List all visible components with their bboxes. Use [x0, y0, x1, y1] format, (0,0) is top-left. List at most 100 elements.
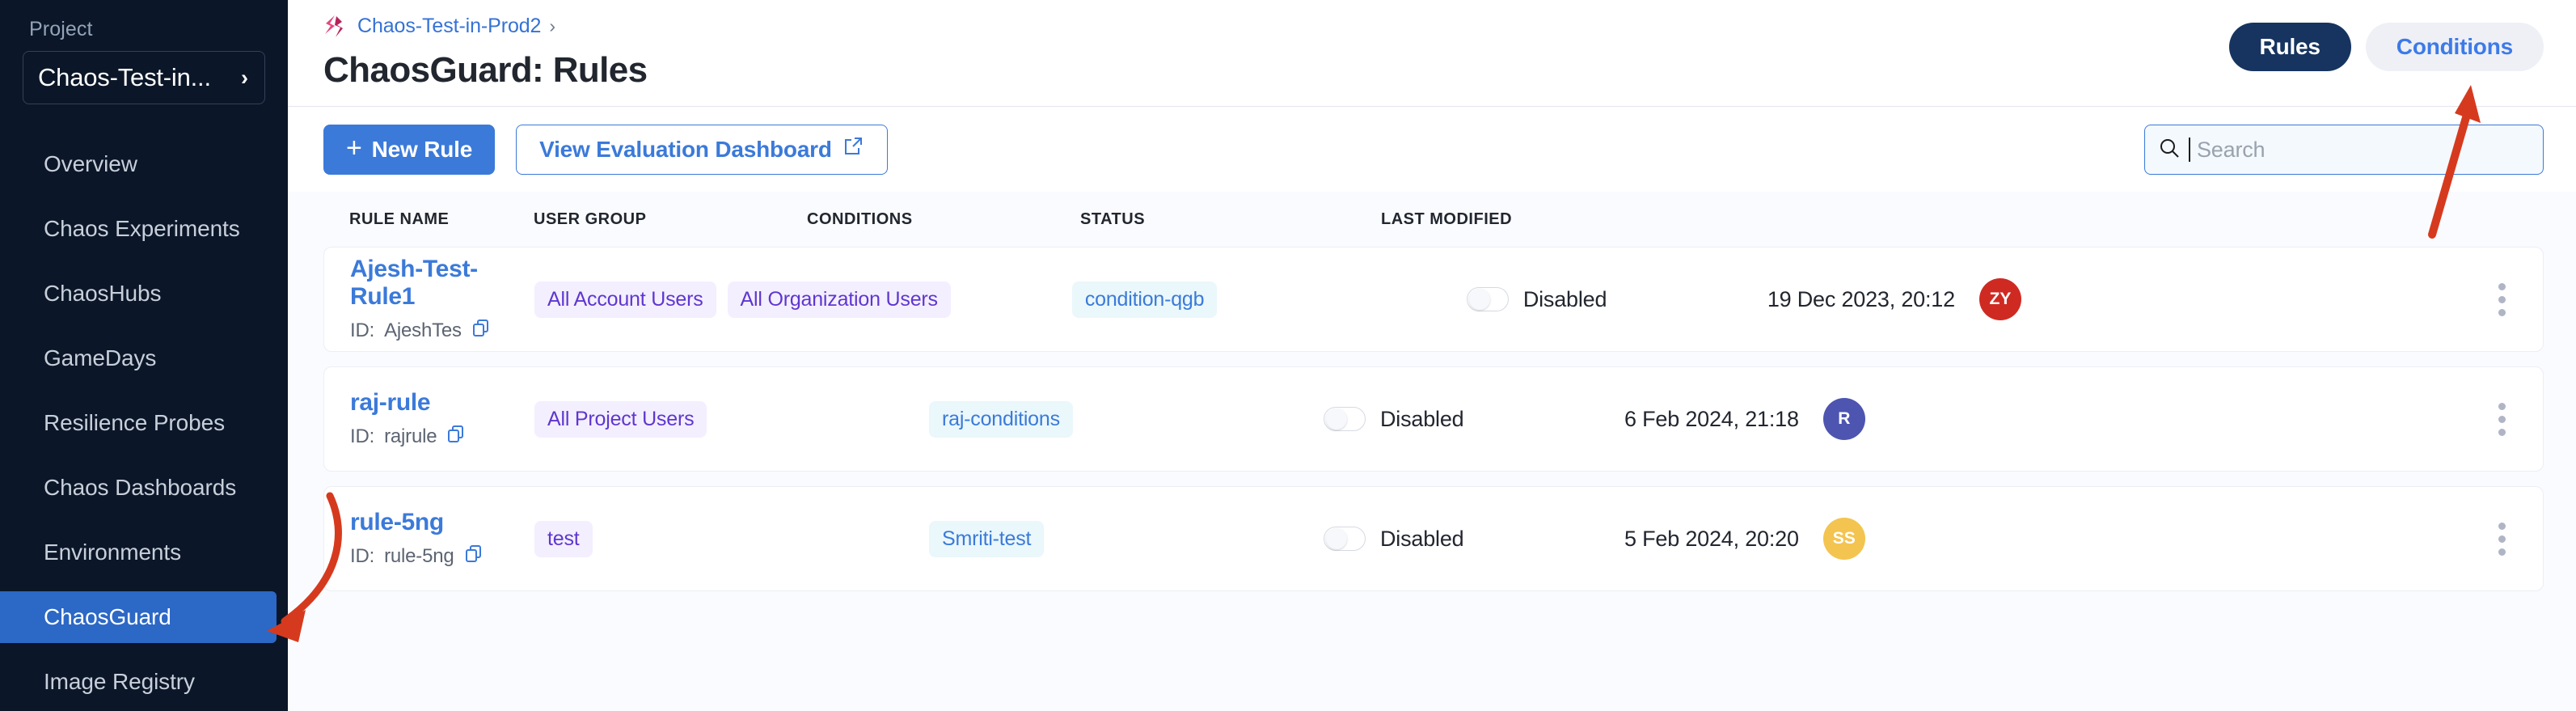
cell-last-modified: 19 Dec 2023, 20:12 ZY	[1767, 278, 2498, 320]
sidebar-item-image-registry[interactable]: Image Registry	[0, 656, 288, 708]
rule-id-value: rule-5ng	[384, 545, 454, 567]
cell-status: Disabled	[1466, 287, 1767, 312]
table-row[interactable]: Ajesh-Test-Rule1 ID: AjeshTes All Accoun…	[323, 247, 2544, 352]
breadcrumb-link-project[interactable]: Chaos-Test-in-Prod2	[357, 14, 542, 37]
condition-chip[interactable]: condition-qgb	[1071, 281, 1218, 318]
last-modified-date: 5 Feb 2024, 20:20	[1624, 526, 1799, 551]
rule-id-prefix: ID:	[350, 425, 375, 447]
project-label: Project	[29, 18, 93, 40]
toggle-knob	[1468, 289, 1490, 310]
search-box[interactable]: Search	[2144, 125, 2544, 175]
last-modified-date: 19 Dec 2023, 20:12	[1767, 286, 1955, 311]
user-group-chip[interactable]: All Account Users	[534, 281, 716, 318]
sidebar-item-label: ChaosHubs	[44, 281, 162, 306]
status-label: Disabled	[1380, 406, 1464, 431]
sidebar-item-label: Environments	[44, 540, 181, 565]
condition-chip[interactable]: Smriti-test	[929, 520, 1045, 557]
rule-id-prefix: ID:	[350, 320, 375, 341]
rule-id-prefix: ID:	[350, 545, 375, 567]
column-header-status: STATUS	[1080, 209, 1146, 228]
new-rule-button[interactable]: + New Rule	[323, 124, 496, 175]
sidebar-item-chaoshubs[interactable]: ChaosHubs	[0, 268, 288, 320]
sidebar-item-label: Image Registry	[44, 669, 195, 694]
sidebar: Project Chaos-Test-in... › Overview Chao…	[0, 0, 288, 711]
chevron-right-icon: ›	[241, 65, 248, 90]
cell-status: Disabled	[1324, 527, 1624, 552]
cell-user-groups: test	[534, 520, 808, 557]
cell-conditions: raj-conditions	[929, 400, 1202, 438]
table-row[interactable]: rule-5ng ID: rule-5ng test	[323, 486, 2544, 591]
cell-last-modified: 6 Feb 2024, 21:18 R	[1624, 398, 2498, 440]
page-title: ChaosGuard: Rules	[323, 50, 648, 90]
avatar: ZY	[1978, 278, 2021, 320]
cell-rule-name: Ajesh-Test-Rule1 ID: AjeshTes	[350, 256, 534, 344]
harness-logo-icon	[323, 15, 349, 39]
rule-id: ID: AjeshTes	[350, 319, 534, 344]
copy-icon[interactable]	[446, 425, 466, 450]
column-header-last-modified: LAST MODIFIED	[1381, 209, 1513, 228]
sidebar-item-label: ChaosGuard	[44, 604, 171, 629]
sidebar-item-label: Overview	[44, 151, 137, 176]
rule-name-link[interactable]: Ajesh-Test-Rule1	[350, 255, 478, 310]
condition-chip[interactable]: raj-conditions	[929, 400, 1073, 438]
user-group-chip[interactable]: All Project Users	[534, 400, 707, 438]
toolbar: + New Rule View Evaluation Dashboard	[288, 106, 2576, 192]
row-actions-menu-icon[interactable]	[2498, 522, 2506, 556]
copy-icon[interactable]	[464, 544, 484, 569]
row-actions-menu-icon[interactable]	[2498, 282, 2506, 316]
sidebar-item-label: Resilience Probes	[44, 410, 225, 435]
toggle-knob	[1326, 528, 1347, 549]
toggle-knob	[1326, 408, 1347, 430]
rule-id-value: rajrule	[384, 425, 437, 447]
column-header-rule-name: RULE NAME	[349, 209, 450, 228]
status-toggle[interactable]	[1324, 407, 1366, 431]
status-toggle[interactable]	[1466, 287, 1509, 311]
row-actions-menu-icon[interactable]	[2498, 402, 2506, 436]
main-content: Chaos-Test-in-Prod2 › ChaosGuard: Rules …	[288, 0, 2576, 711]
search-input[interactable]: Search	[2197, 137, 2266, 162]
tab-rules[interactable]: Rules	[2228, 23, 2351, 71]
sidebar-item-gamedays[interactable]: GameDays	[0, 332, 288, 384]
status-label: Disabled	[1380, 526, 1464, 551]
table-header-row: RULE NAME USER GROUP CONDITIONS STATUS L…	[323, 192, 2544, 247]
user-group-chip[interactable]: test	[534, 520, 593, 557]
text-caret	[2189, 138, 2190, 162]
copy-icon[interactable]	[471, 319, 491, 344]
cell-rule-name: raj-rule ID: rajrule	[350, 389, 534, 450]
tab-conditions[interactable]: Conditions	[2365, 23, 2544, 71]
rule-name-link[interactable]: rule-5ng	[350, 508, 444, 535]
avatar: SS	[1822, 518, 1865, 560]
view-evaluation-dashboard-button[interactable]: View Evaluation Dashboard	[516, 124, 888, 175]
cell-status: Disabled	[1324, 407, 1624, 432]
sidebar-item-environments[interactable]: Environments	[0, 527, 288, 578]
column-header-conditions: CONDITIONS	[807, 209, 913, 228]
sidebar-nav: Overview Chaos Experiments ChaosHubs Gam…	[0, 138, 288, 708]
sidebar-item-chaos-dashboards[interactable]: Chaos Dashboards	[0, 462, 288, 514]
rule-name-link[interactable]: raj-rule	[350, 388, 431, 416]
breadcrumb: Chaos-Test-in-Prod2 ›	[323, 11, 2540, 40]
sidebar-item-resilience-probes[interactable]: Resilience Probes	[0, 397, 288, 449]
new-rule-label: New Rule	[371, 136, 473, 162]
sidebar-item-label: Chaos Experiments	[44, 216, 240, 241]
project-name: Chaos-Test-in...	[38, 63, 211, 91]
column-header-user-group: USER GROUP	[534, 209, 647, 228]
cell-user-groups: All Project Users	[534, 400, 808, 438]
page-header: Chaos-Test-in-Prod2 › ChaosGuard: Rules …	[288, 0, 2576, 106]
cell-conditions: Smriti-test	[929, 520, 1202, 557]
search-icon	[2158, 137, 2181, 163]
sidebar-item-overview[interactable]: Overview	[0, 138, 288, 190]
sidebar-item-label: GameDays	[44, 345, 157, 370]
sidebar-item-chaos-experiments[interactable]: Chaos Experiments	[0, 203, 288, 255]
sidebar-item-chaosguard[interactable]: ChaosGuard	[0, 591, 277, 643]
cell-last-modified: 5 Feb 2024, 20:20 SS	[1624, 518, 2498, 560]
project-selector[interactable]: Chaos-Test-in... ›	[23, 51, 265, 104]
cell-user-groups: All Account Users All Organization Users	[534, 281, 951, 318]
breadcrumb-separator-icon: ›	[549, 15, 556, 36]
status-toggle[interactable]	[1324, 527, 1366, 551]
rules-table: RULE NAME USER GROUP CONDITIONS STATUS L…	[288, 192, 2576, 711]
table-row[interactable]: raj-rule ID: rajrule All Project Users	[323, 366, 2544, 472]
user-group-chip[interactable]: All Organization Users	[727, 281, 951, 318]
cell-rule-name: rule-5ng ID: rule-5ng	[350, 509, 534, 569]
avatar: R	[1822, 398, 1865, 440]
